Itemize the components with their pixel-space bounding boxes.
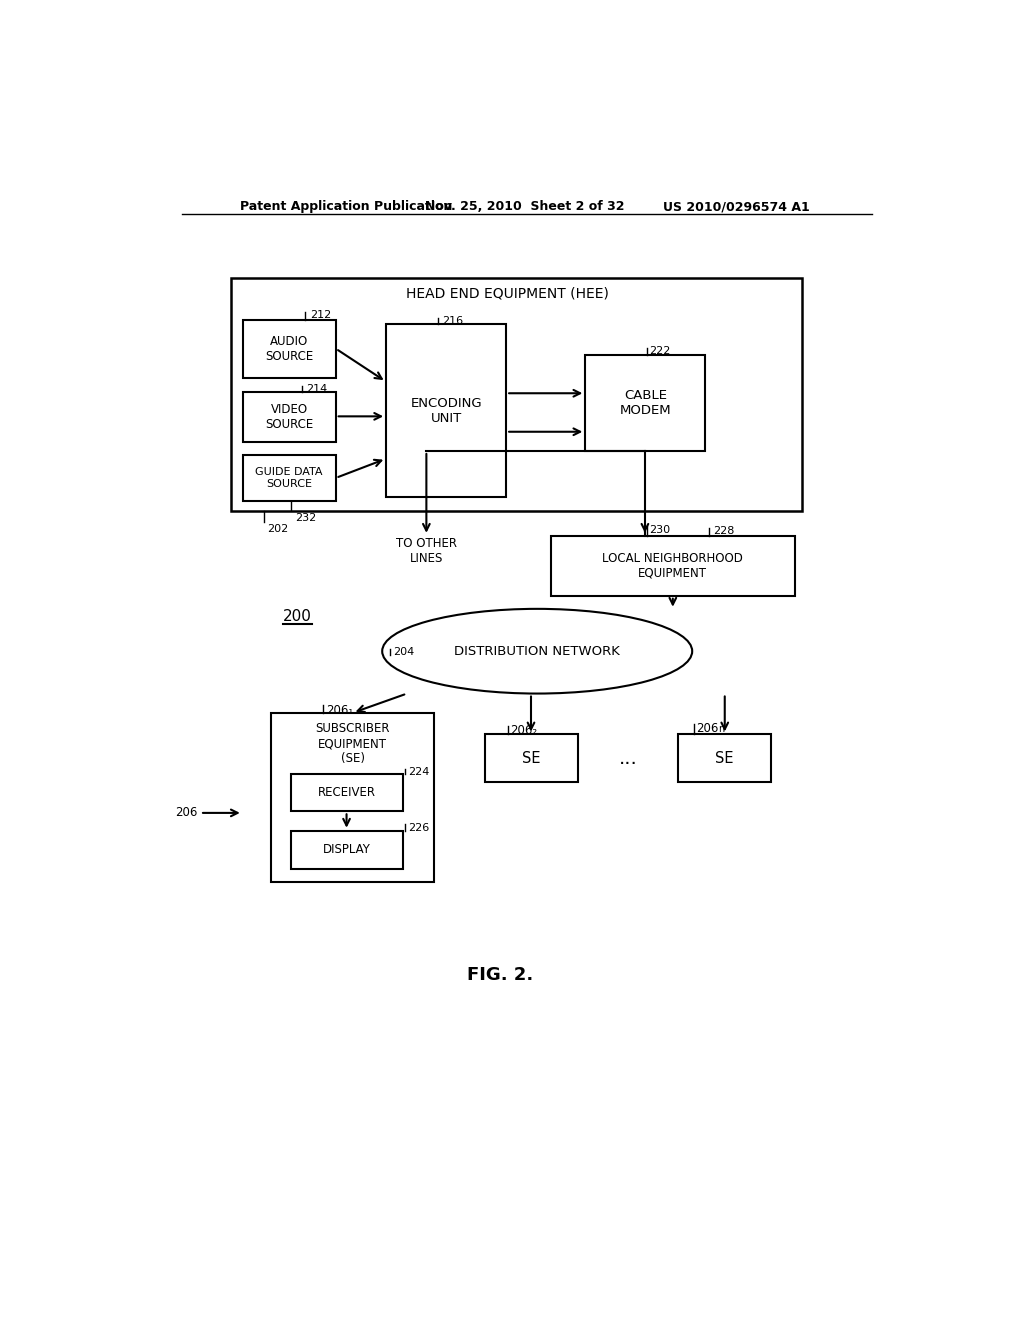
Text: RECEIVER: RECEIVER — [317, 787, 376, 800]
Bar — [243, 455, 336, 502]
Text: 228: 228 — [713, 527, 734, 536]
Ellipse shape — [382, 609, 692, 693]
Bar — [291, 775, 403, 812]
Text: 224: 224 — [409, 767, 430, 777]
Text: SE: SE — [716, 751, 734, 766]
Text: n: n — [718, 725, 724, 734]
Text: 230: 230 — [649, 525, 671, 535]
Text: 200: 200 — [283, 609, 312, 624]
Text: GUIDE DATA
SOURCE: GUIDE DATA SOURCE — [255, 467, 323, 488]
Text: 206₁: 206₁ — [327, 704, 353, 717]
Bar — [484, 734, 578, 781]
Text: 212: 212 — [310, 310, 332, 319]
Text: 216: 216 — [442, 317, 463, 326]
Text: DISPLAY: DISPLAY — [323, 843, 371, 857]
Text: ENCODING
UNIT: ENCODING UNIT — [411, 396, 482, 425]
Bar — [586, 355, 706, 451]
Text: ...: ... — [618, 748, 637, 768]
Text: 206: 206 — [696, 722, 719, 735]
Text: AUDIO
SOURCE: AUDIO SOURCE — [265, 335, 313, 363]
Bar — [231, 277, 802, 511]
Text: 202: 202 — [267, 524, 289, 535]
Bar — [243, 392, 336, 442]
Text: Nov. 25, 2010  Sheet 2 of 32: Nov. 25, 2010 Sheet 2 of 32 — [425, 201, 625, 214]
Text: 204: 204 — [393, 647, 415, 656]
Text: 226: 226 — [409, 822, 430, 833]
Text: 222: 222 — [649, 346, 671, 355]
Text: US 2010/0296574 A1: US 2010/0296574 A1 — [664, 201, 810, 214]
Bar — [386, 323, 506, 498]
Bar — [243, 321, 336, 378]
Text: LOCAL NEIGHBORHOOD
EQUIPMENT: LOCAL NEIGHBORHOOD EQUIPMENT — [602, 552, 743, 579]
Text: SE: SE — [522, 751, 541, 766]
Text: FIG. 2.: FIG. 2. — [467, 966, 534, 983]
Text: DISTRIBUTION NETWORK: DISTRIBUTION NETWORK — [455, 644, 621, 657]
Text: SUBSCRIBER
EQUIPMENT
(SE): SUBSCRIBER EQUIPMENT (SE) — [315, 722, 390, 766]
Bar — [678, 734, 771, 781]
Text: HEAD END EQUIPMENT (HEE): HEAD END EQUIPMENT (HEE) — [407, 286, 609, 300]
Text: 232: 232 — [295, 512, 315, 523]
Text: TO OTHER
LINES: TO OTHER LINES — [396, 537, 457, 565]
Text: 214: 214 — [306, 384, 328, 393]
Text: CABLE
MODEM: CABLE MODEM — [620, 389, 671, 417]
Text: Patent Application Publication: Patent Application Publication — [241, 201, 453, 214]
Text: 206: 206 — [175, 807, 198, 820]
Bar — [551, 536, 795, 595]
Bar — [271, 713, 434, 882]
Bar — [291, 830, 403, 869]
Text: VIDEO
SOURCE: VIDEO SOURCE — [265, 403, 313, 430]
Text: 206₂: 206₂ — [510, 725, 538, 738]
